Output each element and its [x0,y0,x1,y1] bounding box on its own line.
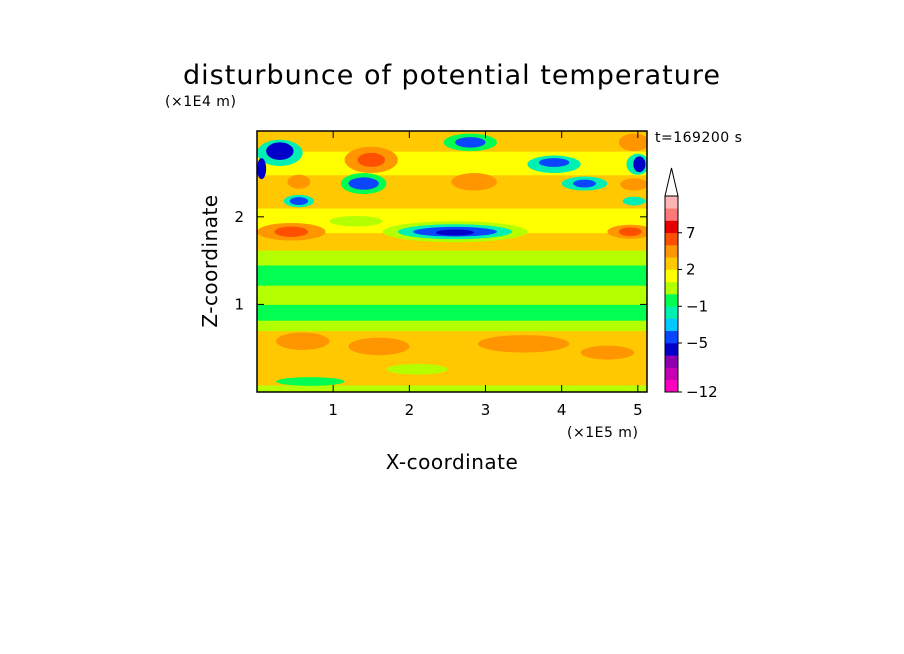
contour-cell [348,177,379,190]
y-axis-ticks: 12 [234,208,647,313]
contour-band [257,151,647,176]
colorbar-swatch [665,232,678,246]
contour-cell [618,227,642,237]
x-axis-label: X-coordinate [386,450,519,474]
contour-band [257,320,647,332]
colorbar-tick-label: −12 [686,383,718,401]
colorbar-swatch [665,318,678,332]
time-label: t=169200 s [655,130,742,146]
contour-cell [386,363,448,375]
colorbar-swatch [665,379,678,393]
y-axis-label: Z-coordinate [198,194,222,327]
x-tick-label: 2 [405,401,415,419]
colorbar-swatch [665,269,678,283]
contour-cell [477,335,570,353]
contour-cell [580,345,635,360]
colorbar-swatch [665,208,678,221]
contour-cell [573,179,596,188]
colorbar-swatch [665,281,678,295]
colorbar-swatch [665,257,678,270]
colorbar-swatch [665,245,678,258]
contour-cell [618,133,647,152]
colorbar-tick-label: −5 [686,334,708,352]
contour-cell [266,142,294,160]
contour-field [257,131,647,392]
chart-title: disturbunce of potential temperature [183,60,721,91]
colorbar-swatch [665,220,678,234]
x-tick-label: 4 [557,401,567,419]
contour-band [257,285,647,305]
x-tick-label: 1 [328,401,338,419]
contour-band [257,250,647,266]
x-tick-label: 3 [481,401,491,419]
contour-cell [287,174,311,189]
contour-cell [633,156,646,173]
colorbar-swatch [665,355,678,368]
colorbar-swatch [665,294,678,307]
colorbar-swatch [665,343,678,356]
contour-cell [357,152,385,167]
contour-cell [455,137,486,148]
contour-cell [451,173,497,191]
x-unit-label: (×1E5 m) [567,425,638,441]
y-tick-label: 1 [234,295,244,313]
contour-cell [329,215,383,227]
colorbar: −12−5−127 [664,167,718,401]
contour-cell [436,229,475,236]
contour-cell [289,197,309,206]
contour-band [257,304,647,321]
y-unit-label: (×1E4 m) [165,94,236,110]
contour-cell [276,377,345,386]
x-axis-ticks: 1 2 3 4 5 [328,131,643,419]
y-tick-label: 2 [234,208,244,226]
contour-cell [348,337,410,356]
x-tick-label: 5 [633,401,643,419]
contour-cell [538,158,570,167]
contour-cell [622,196,646,206]
colorbar-extend-arrow [664,167,679,197]
contour-cell [276,332,330,350]
contour-band [257,384,647,392]
colorbar-tick-label: 7 [686,224,696,242]
colorbar-swatch [665,367,678,381]
plot-frame [256,130,648,393]
colorbar-swatch [665,330,678,344]
colorbar-tick-label: 2 [686,261,696,279]
colorbar-swatch [665,196,678,209]
contour-cell [620,178,647,191]
colorbar-tick-label: −1 [686,297,708,315]
contour-cell [274,226,309,237]
colorbar-swatch [665,306,678,319]
contour-band [257,265,647,286]
contour-cell [257,158,267,180]
